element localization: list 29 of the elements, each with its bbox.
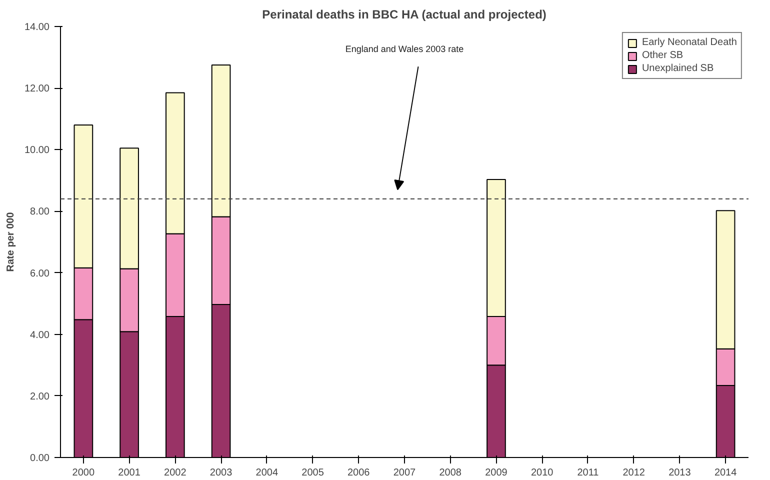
x-tick-label: 2013 xyxy=(668,468,692,478)
y-axis-title: Rate per 000 xyxy=(5,212,16,272)
y-tick-label: 10.00 xyxy=(24,145,50,156)
y-tick-label: 14.00 xyxy=(24,22,50,33)
legend-label: Other SB xyxy=(642,50,684,61)
x-tick-label: 2007 xyxy=(393,468,416,478)
x-tick-label: 2002 xyxy=(164,468,187,478)
x-tick-label: 2006 xyxy=(348,468,370,478)
x-tick-label: 2005 xyxy=(302,468,324,478)
x-tick-label: 2003 xyxy=(210,468,233,478)
x-tick-label: 2001 xyxy=(118,468,141,478)
legend-label: Unexplained SB xyxy=(642,63,714,74)
x-tick-label: 2000 xyxy=(72,468,95,478)
y-tick-label: 0.00 xyxy=(30,453,50,464)
y-tick-label: 8.00 xyxy=(30,206,50,218)
x-tick-label: 2011 xyxy=(577,468,600,478)
x-tick-label: 2008 xyxy=(439,468,462,478)
x-tick-label: 2012 xyxy=(622,468,646,478)
x-tick-label: 2004 xyxy=(256,468,278,478)
x-tick-label: 2014 xyxy=(714,468,738,478)
x-tick-label: 2009 xyxy=(485,468,508,478)
annotation: England and Wales 2003 rate xyxy=(345,44,464,54)
x-tick-label: 2010 xyxy=(530,468,554,478)
y-tick-label: 12.00 xyxy=(24,84,50,95)
y-tick-label: 6.00 xyxy=(30,268,50,280)
chart-title: Perinatal deaths in BBC HA (actual and projected) xyxy=(262,8,546,22)
y-tick-label: 2.00 xyxy=(30,391,50,402)
y-tick-label: 4.00 xyxy=(30,330,50,341)
legend-label: Early Neonatal Death xyxy=(642,37,737,48)
